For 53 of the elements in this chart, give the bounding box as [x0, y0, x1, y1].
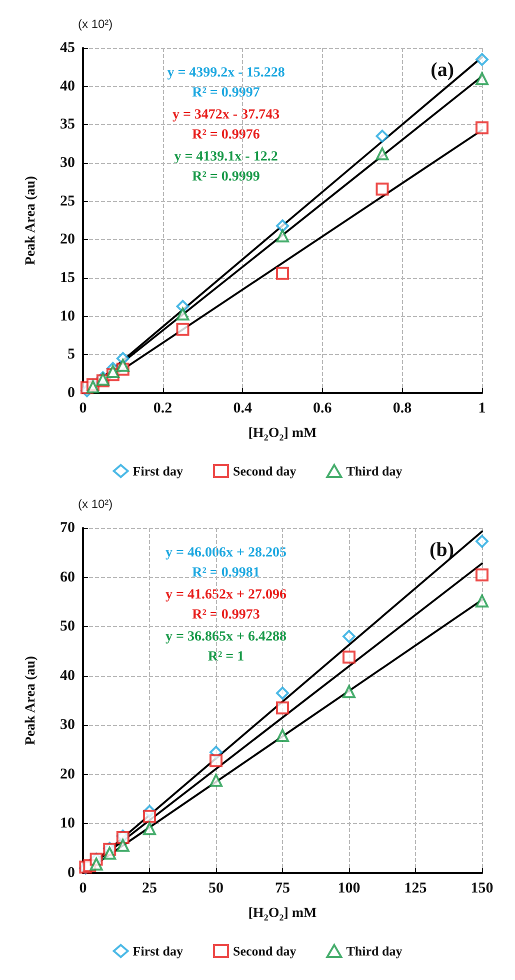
y-tick-label: 25: [60, 193, 75, 210]
x-tick-label: 0.4: [233, 400, 252, 416]
legend-label: Third day: [346, 944, 403, 958]
x-tick-label: 50: [208, 880, 224, 896]
y-axis-title: Peak Area (au): [24, 176, 38, 266]
legend-label: First day: [132, 464, 184, 478]
y-tick-label: 0: [68, 865, 75, 881]
annotation: R² = 0.9976: [192, 128, 260, 142]
text: (x 10²): [78, 497, 113, 511]
legend-label: Third day: [346, 464, 403, 478]
x-tick-label: 75: [275, 880, 290, 896]
x-tick-label: 1: [478, 400, 486, 416]
x-tick-label: 100: [338, 880, 360, 896]
y-tick-label: 35: [60, 116, 75, 133]
text: (x 10²): [78, 17, 113, 31]
x-tick-label: 0.6: [313, 400, 332, 416]
x-tick-label: 0: [79, 880, 87, 896]
annotation: y = 36.865x + 6.4288: [166, 630, 286, 644]
annotation: y = 4399.2x - 15.228: [167, 66, 285, 80]
annotation: y = 4139.1x - 12.2: [174, 150, 278, 164]
y-tick-label: 20: [60, 232, 75, 248]
annotation: y = 46.006x + 28.205: [166, 546, 286, 560]
legend-label: Second day: [232, 944, 297, 958]
y-tick-label: 10: [60, 308, 75, 324]
annotation: y = 3472x - 37.743: [172, 108, 280, 122]
x-tick-label: 125: [404, 880, 427, 896]
y-tick-label: 0: [68, 385, 75, 401]
y-tick-label: 45: [60, 40, 75, 56]
x-tick-label: 0: [79, 400, 87, 416]
y-tick-label: 20: [60, 766, 75, 782]
x-tick-label: 0.2: [153, 400, 172, 416]
y-tick-label: 10: [60, 816, 75, 832]
legend-label: First day: [132, 944, 184, 958]
annotation: R² = 0.9999: [192, 170, 260, 184]
annotation: (a): [430, 59, 454, 81]
annotation: (b): [430, 539, 454, 561]
y-tick-label: 15: [60, 270, 75, 286]
y-tick-label: 30: [60, 717, 75, 734]
x-tick-label: 0.8: [392, 400, 412, 416]
y-tick-label: 5: [68, 346, 75, 363]
y-tick-label: 40: [60, 78, 75, 94]
y-tick-label: 70: [60, 520, 75, 536]
y-tick-label: 30: [60, 155, 75, 171]
annotation: R² = 1: [208, 650, 244, 664]
y-tick-label: 50: [60, 618, 75, 635]
x-tick-label: 150: [470, 880, 494, 896]
legend-label: Second day: [232, 464, 297, 478]
annotation: y = 41.652x + 27.096: [166, 588, 286, 602]
y-tick-label: 60: [60, 569, 75, 586]
x-tick-label: 25: [142, 880, 157, 896]
annotation: R² = 0.9997: [192, 86, 260, 100]
y-axis-title: Peak Area (au): [24, 656, 38, 746]
y-tick-label: 40: [60, 668, 75, 684]
